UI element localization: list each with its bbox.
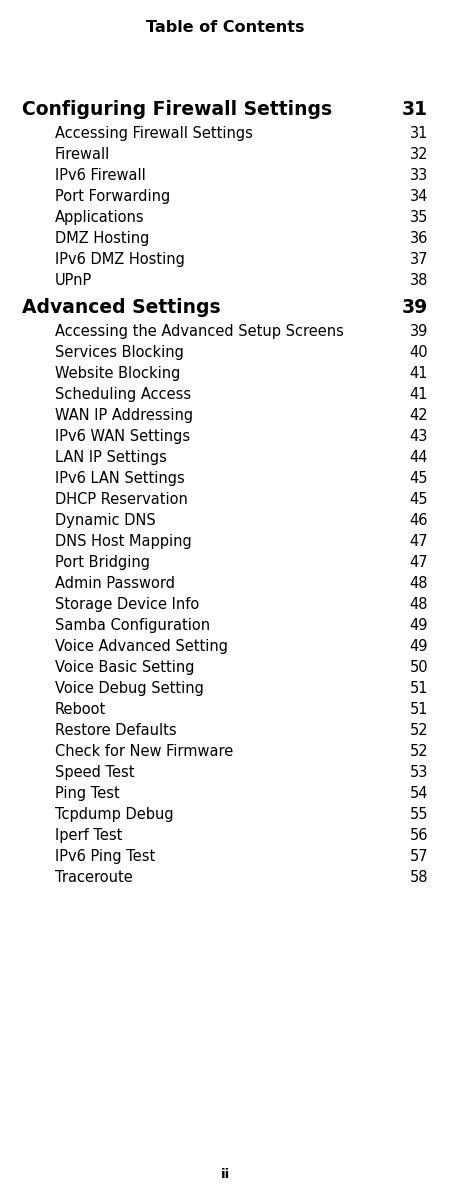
Text: Samba Configuration: Samba Configuration — [55, 618, 210, 632]
Text: 48: 48 — [410, 576, 428, 591]
Text: ii: ii — [220, 1168, 230, 1181]
Text: Firewall: Firewall — [55, 146, 110, 162]
Text: IPv6 WAN Settings: IPv6 WAN Settings — [55, 429, 190, 444]
Text: IPv6 LAN Settings: IPv6 LAN Settings — [55, 470, 185, 486]
Text: 33: 33 — [410, 168, 428, 183]
Text: Configuring Firewall Settings: Configuring Firewall Settings — [22, 100, 332, 119]
Text: 36: 36 — [410, 231, 428, 247]
Text: 42: 42 — [410, 409, 428, 423]
Text: UPnP: UPnP — [55, 273, 92, 288]
Text: 34: 34 — [410, 189, 428, 204]
Text: Voice Advanced Setting: Voice Advanced Setting — [55, 640, 228, 654]
Text: 43: 43 — [410, 429, 428, 444]
Text: Restore Defaults: Restore Defaults — [55, 723, 176, 738]
Text: 54: 54 — [410, 786, 428, 802]
Text: LAN IP Settings: LAN IP Settings — [55, 450, 167, 464]
Text: 37: 37 — [410, 252, 428, 267]
Text: 39: 39 — [402, 298, 428, 317]
Text: 44: 44 — [410, 450, 428, 464]
Text: Iperf Test: Iperf Test — [55, 828, 122, 843]
Text: 32: 32 — [410, 146, 428, 162]
Text: Port Forwarding: Port Forwarding — [55, 189, 170, 204]
Text: 47: 47 — [410, 555, 428, 570]
Text: Applications: Applications — [55, 210, 144, 225]
Text: 45: 45 — [410, 470, 428, 486]
Text: 48: 48 — [410, 597, 428, 612]
Text: 35: 35 — [410, 210, 428, 225]
Text: 45: 45 — [410, 492, 428, 507]
Text: Storage Device Info: Storage Device Info — [55, 597, 199, 612]
Text: DHCP Reservation: DHCP Reservation — [55, 492, 188, 507]
Text: DNS Host Mapping: DNS Host Mapping — [55, 534, 192, 549]
Text: 56: 56 — [410, 828, 428, 843]
Text: 57: 57 — [410, 849, 428, 863]
Text: 51: 51 — [410, 681, 428, 696]
Text: Ping Test: Ping Test — [55, 786, 120, 802]
Text: IPv6 Firewall: IPv6 Firewall — [55, 168, 146, 183]
Text: Reboot: Reboot — [55, 701, 106, 717]
Text: 41: 41 — [410, 366, 428, 381]
Text: Accessing Firewall Settings: Accessing Firewall Settings — [55, 126, 253, 141]
Text: Voice Debug Setting: Voice Debug Setting — [55, 681, 204, 696]
Text: 52: 52 — [410, 744, 428, 759]
Text: 31: 31 — [402, 100, 428, 119]
Text: Dynamic DNS: Dynamic DNS — [55, 513, 156, 528]
Text: DMZ Hosting: DMZ Hosting — [55, 231, 149, 247]
Text: 39: 39 — [410, 324, 428, 339]
Text: 31: 31 — [410, 126, 428, 141]
Text: Services Blocking: Services Blocking — [55, 345, 184, 360]
Text: Website Blocking: Website Blocking — [55, 366, 180, 381]
Text: WAN IP Addressing: WAN IP Addressing — [55, 409, 193, 423]
Text: Traceroute: Traceroute — [55, 869, 133, 885]
Text: 47: 47 — [410, 534, 428, 549]
Text: 58: 58 — [410, 869, 428, 885]
Text: IPv6 DMZ Hosting: IPv6 DMZ Hosting — [55, 252, 185, 267]
Text: 49: 49 — [410, 618, 428, 632]
Text: 46: 46 — [410, 513, 428, 528]
Text: 50: 50 — [410, 660, 428, 675]
Text: Port Bridging: Port Bridging — [55, 555, 150, 570]
Text: Check for New Firmware: Check for New Firmware — [55, 744, 233, 759]
Text: Speed Test: Speed Test — [55, 765, 135, 780]
Text: Admin Password: Admin Password — [55, 576, 175, 591]
Text: Scheduling Access: Scheduling Access — [55, 387, 191, 403]
Text: 55: 55 — [410, 807, 428, 822]
Text: Accessing the Advanced Setup Screens: Accessing the Advanced Setup Screens — [55, 324, 344, 339]
Text: 53: 53 — [410, 765, 428, 780]
Text: Tcpdump Debug: Tcpdump Debug — [55, 807, 174, 822]
Text: IPv6 Ping Test: IPv6 Ping Test — [55, 849, 155, 863]
Text: 51: 51 — [410, 701, 428, 717]
Text: 41: 41 — [410, 387, 428, 403]
Text: Voice Basic Setting: Voice Basic Setting — [55, 660, 194, 675]
Text: 38: 38 — [410, 273, 428, 288]
Text: Table of Contents: Table of Contents — [146, 20, 304, 35]
Text: 49: 49 — [410, 640, 428, 654]
Text: Advanced Settings: Advanced Settings — [22, 298, 220, 317]
Text: 52: 52 — [410, 723, 428, 738]
Text: 40: 40 — [410, 345, 428, 360]
